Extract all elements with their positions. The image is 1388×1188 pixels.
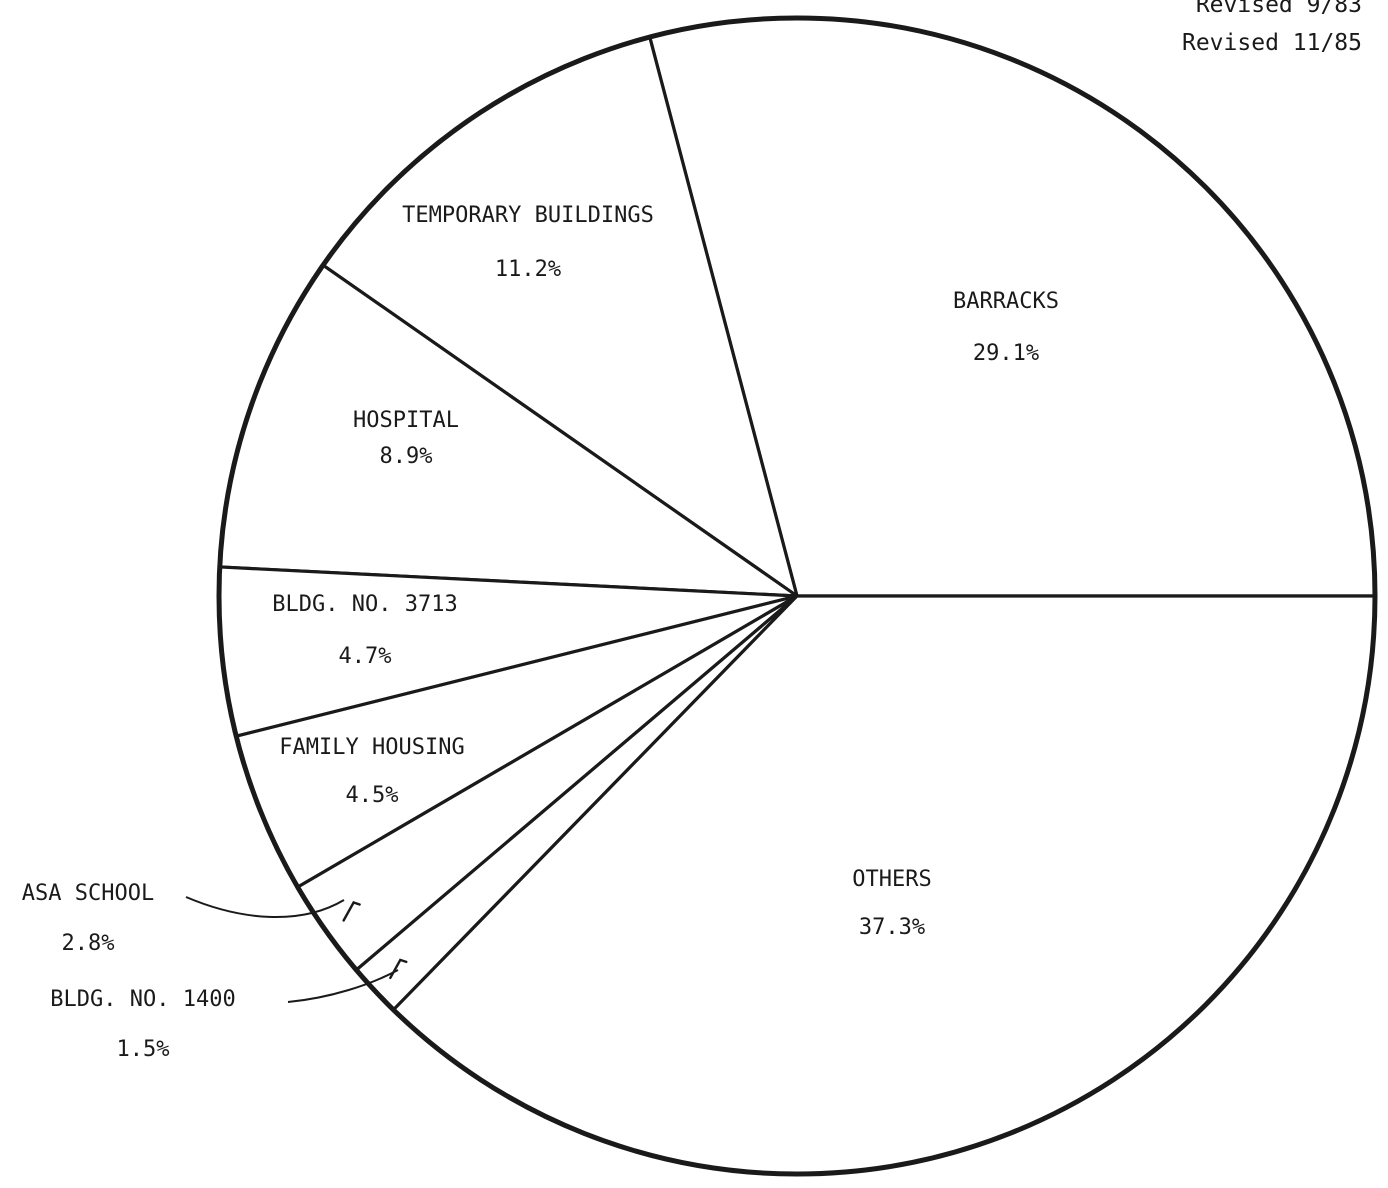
slice-value-hospital: 8.9%	[380, 444, 433, 469]
slice-label-hospital: HOSPITAL	[353, 408, 459, 433]
slice-value-bldg-no-3713: 4.7%	[339, 644, 392, 669]
revision-note-1: Revised 9/83	[1196, 0, 1362, 18]
rim-layer	[216, 15, 1378, 1177]
slice-value-bldg-no-1400: 1.5%	[117, 1037, 170, 1062]
callouts-layer	[185, 896, 408, 1003]
slice-value-temporary-buildings: 11.2%	[495, 257, 561, 282]
slice-value-family-housing: 4.5%	[346, 783, 399, 808]
slice-value-barracks: 29.1%	[973, 341, 1039, 366]
leader-line-asa-school	[185, 896, 345, 918]
slice-label-family-housing: FAMILY HOUSING	[279, 735, 464, 760]
slice-label-temporary-buildings: TEMPORARY BUILDINGS	[402, 203, 654, 228]
revision-note-2: Revised 11/85	[1182, 30, 1362, 56]
slice-value-others: 37.3%	[859, 915, 925, 940]
slice-label-asa-school: ASA SCHOOL	[22, 881, 154, 906]
slice-value-asa-school: 2.8%	[62, 931, 115, 956]
slice-label-bldg-no-1400: BLDG. NO. 1400	[50, 987, 235, 1012]
slice-label-bldg-no-3713: BLDG. NO. 3713	[272, 592, 457, 617]
leader-tick-bldg-no-1400	[389, 958, 408, 980]
slice-label-barracks: BARRACKS	[953, 289, 1059, 314]
slice-label-others: OTHERS	[852, 867, 931, 892]
pie-rim	[216, 15, 1378, 1177]
leader-line-bldg-no-1400	[287, 969, 399, 1003]
leader-tick-asa-school	[342, 901, 361, 922]
labels-layer: BARRACKS 29.1% TEMPORARY BUILDINGS 11.2% HOS…	[22, 203, 1059, 1062]
